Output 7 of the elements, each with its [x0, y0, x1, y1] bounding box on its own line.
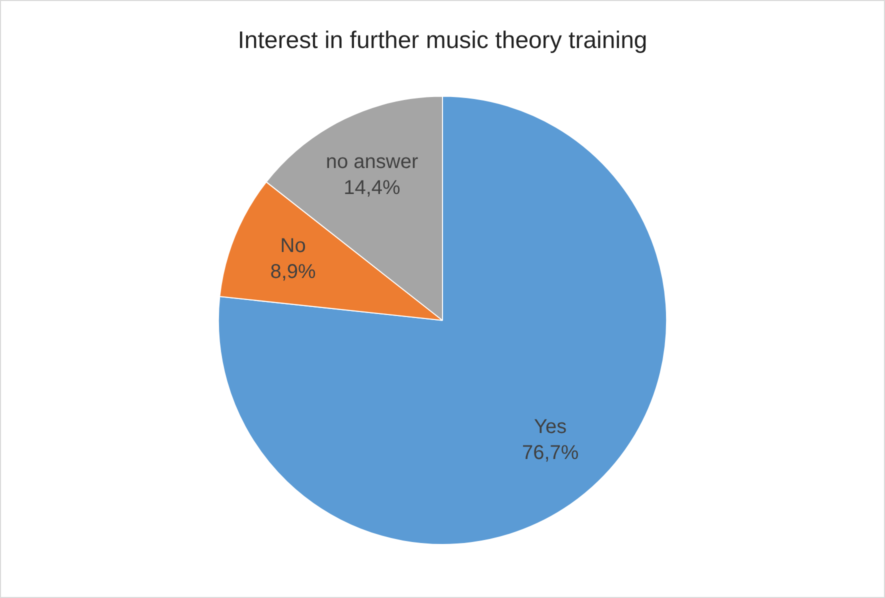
- slice-label: No: [280, 235, 306, 258]
- chart-title: Interest in further music theory training: [238, 27, 648, 54]
- data-label: 76,7%: [522, 442, 579, 464]
- data-label: 8,9%: [270, 261, 316, 284]
- data-label: 14,4%: [344, 176, 401, 199]
- slice-label: Yes: [534, 416, 567, 438]
- slice-label: no answer: [326, 150, 418, 173]
